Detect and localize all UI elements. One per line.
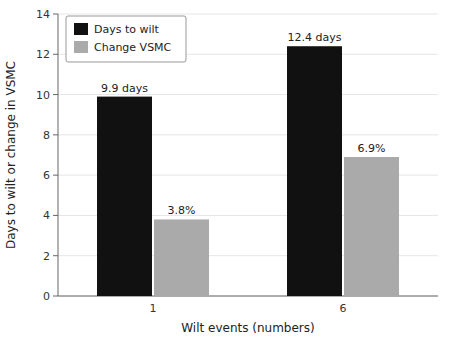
x-tick-label: 6 (340, 302, 347, 315)
bar (344, 157, 399, 296)
y-tick-label: 12 (36, 48, 50, 61)
legend-entry: Change VSMC (94, 41, 172, 54)
y-axis-title: Days to wilt or change in VSMC (4, 61, 18, 249)
y-tick-label: 2 (43, 250, 50, 263)
x-tick-label: 1 (150, 302, 157, 315)
y-tick (53, 215, 58, 216)
y-tick (53, 255, 58, 256)
legend-entry: Days to wilt (94, 23, 160, 36)
legend-swatch (74, 23, 88, 35)
y-tick (53, 296, 58, 297)
y-tick-label: 4 (43, 209, 50, 222)
bar (154, 219, 209, 296)
y-axis: 0 2 4 6 8 10 12 14 (36, 8, 438, 303)
x-axis-title: Wilt events (numbers) (181, 321, 314, 335)
y-tick-label: 14 (36, 8, 50, 21)
y-tick-label: 10 (36, 89, 50, 102)
y-tick (53, 134, 58, 135)
data-label: 9.9 days (101, 82, 148, 95)
data-label: 6.9% (358, 142, 386, 155)
legend-box (66, 16, 186, 62)
grid-line (58, 14, 438, 15)
y-tick (53, 54, 58, 55)
y-tick (53, 14, 58, 15)
y-axis-line (58, 14, 59, 296)
y-tick (53, 175, 58, 176)
data-label: 12.4 days (288, 31, 342, 44)
chart: 0246810121416Wilt events (numbers)Days t… (0, 0, 450, 342)
bar (287, 46, 342, 296)
y-tick (53, 94, 58, 95)
y-tick-label: 0 (43, 290, 50, 303)
bars (97, 46, 399, 296)
data-label: 3.8% (168, 204, 196, 217)
legend: Days to wilt Change VSMC (66, 16, 186, 62)
legend-swatch (74, 41, 88, 53)
y-tick-label: 6 (43, 169, 50, 182)
y-tick-label: 8 (43, 129, 50, 142)
bar (97, 97, 152, 296)
